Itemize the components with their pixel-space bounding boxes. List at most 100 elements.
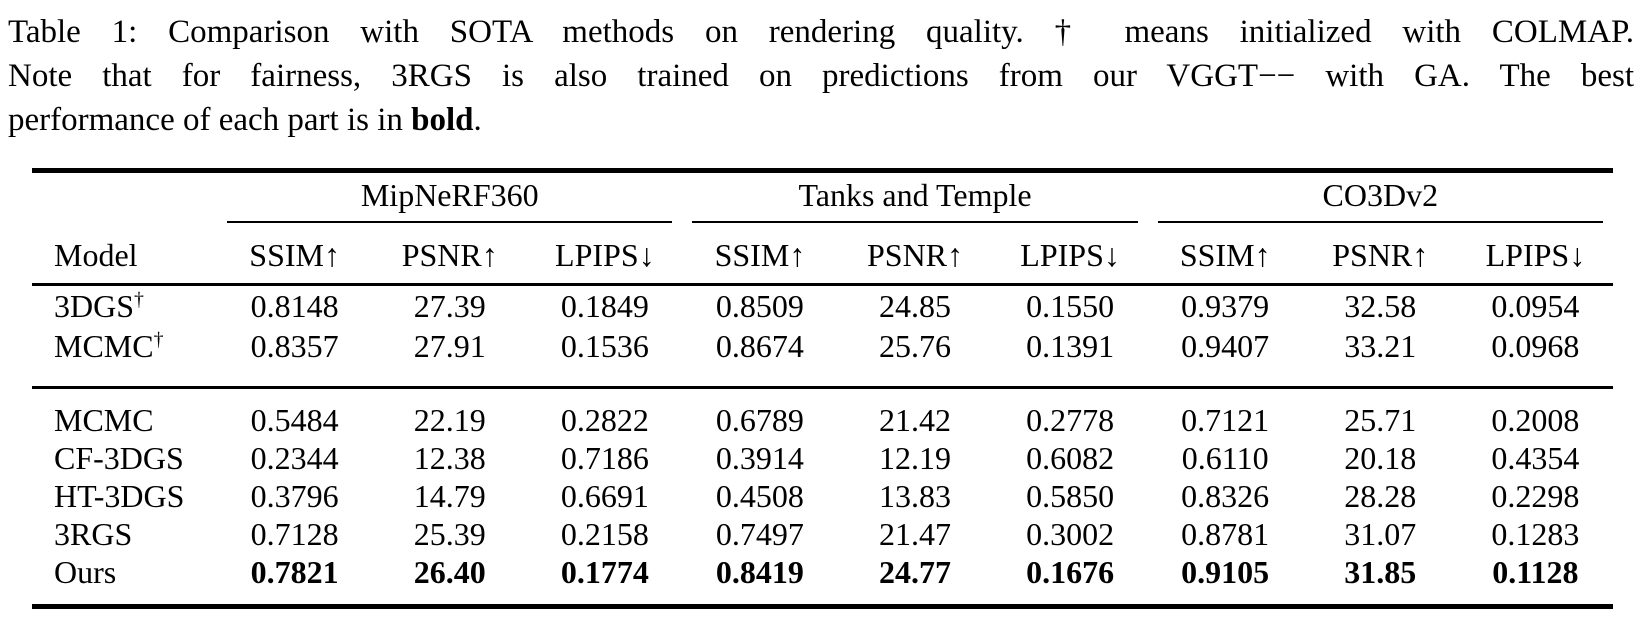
value-cell: 31.85 (1344, 553, 1417, 590)
value-cell: 0.5484 (250, 401, 339, 438)
group-header-1: MipNeRF360 (217, 171, 682, 223)
value-cell: 31.07 (1344, 515, 1417, 552)
group-header-2: Tanks and Temple (682, 171, 1147, 223)
caption-line-2: Note that for fairness, 3RGS is also tra… (8, 58, 1634, 94)
metric-header-ssim: SSIM↑ (1179, 237, 1271, 273)
results-table: MipNeRF360 Tanks and Temple CO3Dv2 Model… (32, 168, 1613, 609)
model-cell: 3RGS (54, 515, 133, 552)
value-cell: 0.9379 (1181, 287, 1270, 324)
value-cell: 24.77 (878, 553, 951, 590)
metric-header-lpips: LPIPS↓ (1485, 237, 1586, 273)
value-cell: 24.85 (878, 287, 951, 324)
dagger-mark: † (153, 327, 164, 350)
value-cell: 25.76 (878, 327, 951, 364)
metric-header-ssim: SSIM↑ (714, 237, 806, 273)
value-cell: 0.4508 (715, 477, 804, 514)
table-row: CF-3DGS 0.2344 12.38 0.7186 0.3914 12.19 0.608… (32, 439, 1613, 477)
value-cell: 0.8509 (715, 287, 804, 324)
table-row: Ours 0.7821 26.40 0.1774 0.8419 24.77 0.1676 0.… (32, 553, 1613, 607)
table-row: MCMC 0.5484 22.19 0.2822 0.6789 21.42 0.2778 0.… (32, 388, 1613, 440)
value-cell: 0.7186 (560, 439, 649, 476)
value-cell: 0.1676 (1026, 553, 1115, 590)
metric-header-psnr: PSNR↑ (401, 237, 498, 273)
model-cell: MCMC† (54, 327, 164, 364)
value-cell: 0.1128 (1492, 553, 1579, 590)
metric-header-psnr: PSNR↑ (866, 237, 964, 273)
metric-header-psnr: PSNR↑ (1332, 237, 1429, 273)
value-cell: 28.28 (1344, 477, 1417, 514)
value-cell: 22.19 (413, 401, 486, 438)
metric-header-lpips: LPIPS↓ (555, 237, 655, 273)
value-cell: 27.91 (413, 327, 486, 364)
metric-header-lpips: LPIPS↓ (1020, 237, 1120, 273)
value-cell: 0.2008 (1491, 401, 1580, 438)
model-cell: MCMC (54, 401, 154, 438)
value-cell: 0.7128 (250, 515, 339, 552)
caption-line-1: Table 1: Comparison with SOTA methods on… (8, 14, 1634, 50)
value-cell: 0.8148 (250, 287, 339, 324)
value-cell: 20.18 (1344, 439, 1417, 476)
table-row: 3RGS 0.7128 25.39 0.2158 0.7497 21.47 0.3002 0.… (32, 515, 1613, 553)
caption-bold-word: bold (411, 102, 474, 138)
model-cell: Ours (54, 553, 117, 590)
value-cell: 32.58 (1344, 287, 1417, 324)
value-cell: 0.3002 (1026, 515, 1115, 552)
corner-cell (32, 171, 217, 223)
value-cell: 0.8357 (250, 327, 339, 364)
metric-header-ssim: SSIM↑ (249, 237, 340, 273)
group-header-row: MipNeRF360 Tanks and Temple CO3Dv2 (32, 171, 1613, 223)
value-cell: 0.6789 (715, 401, 804, 438)
value-cell: 14.79 (413, 477, 486, 514)
value-cell: 0.8326 (1181, 477, 1270, 514)
caption-line-3: performance of each part is in bold. (8, 98, 1634, 142)
value-cell: 0.9407 (1181, 327, 1270, 364)
value-cell: 0.2778 (1026, 401, 1115, 438)
table-header: MipNeRF360 Tanks and Temple CO3Dv2 Model… (32, 171, 1613, 285)
value-cell: 33.21 (1344, 327, 1417, 364)
table-row: 3DGS† 0.8148 27.39 0.1849 0.8509 24.85 0.1550 0… (32, 285, 1613, 327)
value-cell: 0.9105 (1181, 553, 1270, 590)
metric-header-row: Model SSIM↑ PSNR↑ LPIPS↓ SSIM↑ PSNR↑ LPI… (32, 223, 1613, 285)
value-cell: 13.83 (878, 477, 951, 514)
value-cell: 21.47 (878, 515, 951, 552)
value-cell: 0.6691 (560, 477, 649, 514)
value-cell: 0.7821 (250, 553, 339, 590)
group-header-3: CO3Dv2 (1148, 171, 1613, 223)
table-section-2: MCMC 0.5484 22.19 0.2822 0.6789 21.42 0.2778 0.… (32, 388, 1613, 607)
model-cell: CF-3DGS (54, 439, 184, 476)
caption-text-segment: . (473, 102, 482, 138)
value-cell: 12.38 (413, 439, 486, 476)
table-row: HT-3DGS 0.3796 14.79 0.6691 0.4508 13.83 0.585… (32, 477, 1613, 515)
model-cell: 3DGS† (54, 287, 144, 324)
table-section-1: 3DGS† 0.8148 27.39 0.1849 0.8509 24.85 0.1550 0… (32, 285, 1613, 388)
value-cell: 0.1550 (1026, 287, 1115, 324)
value-cell: 0.1391 (1026, 327, 1115, 364)
group-header-3-label: CO3Dv2 (1157, 177, 1603, 223)
value-cell: 21.42 (878, 401, 951, 438)
page: { "caption": { "line1": "Table 1: Compar… (0, 10, 1644, 639)
value-cell: 0.7497 (715, 515, 804, 552)
value-cell: 0.1849 (560, 287, 649, 324)
value-cell: 0.2344 (250, 439, 339, 476)
value-cell: 0.0968 (1491, 327, 1580, 364)
value-cell: 0.5850 (1026, 477, 1115, 514)
model-cell: HT-3DGS (54, 477, 185, 514)
value-cell: 25.71 (1344, 401, 1417, 438)
group-header-2-label: Tanks and Temple (692, 177, 1138, 223)
value-cell: 0.8674 (715, 327, 804, 364)
value-cell: 0.4354 (1491, 439, 1580, 476)
value-cell: 0.8781 (1181, 515, 1270, 552)
value-cell: 0.1283 (1491, 515, 1580, 552)
value-cell: 0.1774 (560, 553, 649, 590)
value-cell: 0.3914 (715, 439, 804, 476)
value-cell: 0.0954 (1491, 287, 1580, 324)
value-cell: 12.19 (878, 439, 951, 476)
value-cell: 0.6110 (1181, 439, 1269, 476)
table-caption: Table 1: Comparison with SOTA methods on… (8, 10, 1634, 142)
value-cell: 0.2158 (560, 515, 649, 552)
value-cell: 0.3796 (250, 477, 339, 514)
table-row: MCMC† 0.8357 27.91 0.1536 0.8674 25.76 0.1391 0… (32, 326, 1613, 388)
value-cell: 25.39 (413, 515, 486, 552)
value-cell: 26.40 (413, 553, 486, 590)
value-cell: 0.2822 (560, 401, 649, 438)
